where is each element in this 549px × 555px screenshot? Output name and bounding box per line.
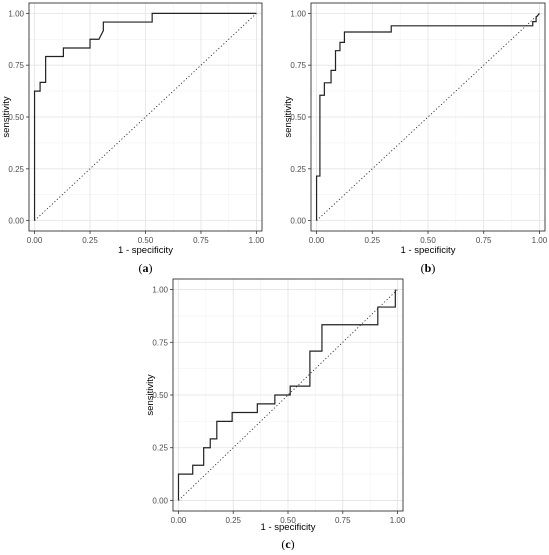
y-tick-label: 1.00: [290, 9, 306, 18]
x-tick-label: 0.75: [476, 236, 492, 245]
roc-panel-b: 0.00 0.25 0.50 0.75 1.00 0.00 0.25 0.50 0.75 1.00…: [283, 2, 548, 275]
x-tick-label: 0.75: [335, 516, 351, 525]
panel-label: (c): [281, 537, 294, 550]
y-tick-label: 0.25: [152, 444, 168, 453]
panel-label: (b): [421, 261, 436, 275]
y-tick-label: 0.00: [290, 217, 306, 226]
roc-panel-c: 0.00 0.25 0.50 0.75 1.00 0.00 0.25 0.50 0.75 1.00…: [145, 278, 406, 551]
x-tick-label: 0.00: [171, 516, 187, 525]
x-axis-title: 1 - specificity: [261, 522, 316, 533]
y-tick-label: 1.00: [152, 286, 168, 295]
roc-curve-line: [33, 12, 257, 221]
x-tick-label: 0.50: [138, 236, 154, 245]
x-tick-label: 1.00: [532, 236, 548, 245]
y-axis-title: sensitivity: [1, 96, 12, 137]
x-tick-label: 0.25: [225, 516, 241, 525]
x-tick-label: 1.00: [249, 236, 265, 245]
y-tick-label: 0.50: [8, 113, 24, 122]
x-axis-title: 1 - specificity: [118, 245, 173, 256]
x-tick-label: 0.00: [309, 236, 325, 245]
panel-label-open-paren: (: [421, 261, 425, 275]
x-tick-label: 1.00: [390, 516, 406, 525]
x-tick-label: 0.50: [420, 236, 436, 245]
panel-label-close-paren: ): [431, 261, 435, 275]
y-tick-label: 0.25: [8, 165, 24, 174]
panel-label-open-paren: (: [281, 537, 285, 550]
x-tick-label: 0.25: [364, 236, 380, 245]
y-tick-label: 0.75: [8, 61, 24, 70]
y-tick-label: 0.75: [152, 338, 168, 347]
roc-curve-line: [315, 12, 540, 221]
panel-label-close-paren: ): [291, 537, 295, 550]
y-axis-title: sensitivity: [283, 96, 294, 137]
y-axis-title: sensitivity: [145, 374, 156, 415]
x-tick-label: 0.50: [280, 516, 296, 525]
y-tick-label: 0.00: [152, 496, 168, 505]
x-tick-label: 0.75: [193, 236, 209, 245]
panel-label-letter: c: [285, 537, 291, 550]
panel-label-open-paren: (: [139, 261, 143, 275]
x-axis-title: 1 - specificity: [401, 245, 456, 256]
panel-label-letter: a: [143, 261, 149, 275]
roc-curve-line: [177, 289, 396, 501]
panel-label-letter: b: [425, 261, 432, 275]
y-tick-label: 0.50: [290, 113, 306, 122]
y-tick-label: 1.00: [8, 9, 24, 18]
y-tick-label: 0.00: [8, 217, 24, 226]
y-tick-label: 0.75: [290, 61, 306, 70]
panel-label: (a): [139, 261, 153, 275]
panel-label-close-paren: ): [149, 261, 153, 275]
y-tick-label: 0.25: [290, 165, 306, 174]
x-tick-label: 0.25: [82, 236, 98, 245]
y-tick-label: 0.50: [152, 391, 168, 400]
roc-panel-a: 0.00 0.25 0.50 0.75 1.00 0.00 0.25 0.50 0.75 1.00…: [1, 2, 265, 275]
x-tick-label: 0.00: [27, 236, 43, 245]
